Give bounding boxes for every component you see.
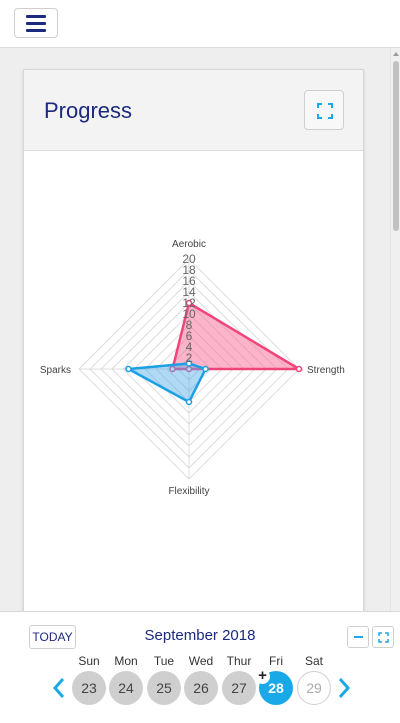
radar-tick-label: 12: [182, 296, 196, 310]
progress-card: Progress 20 18 16 14 12 10 8 6 4 2 Aerobic Strength…: [23, 69, 364, 629]
radar-axis-label: Flexibility: [168, 486, 209, 497]
radar-tick-label: 10: [182, 307, 196, 321]
radar-tick-label: 4: [186, 340, 193, 354]
radar-tick-label: 6: [186, 329, 193, 343]
calendar-day[interactable]: 24: [109, 671, 143, 705]
radar-tick-label: 16: [182, 274, 196, 288]
chevron-left-icon[interactable]: [50, 676, 68, 700]
radar-tick-label: 14: [182, 285, 196, 299]
radar-axis-label: Aerobic: [172, 239, 206, 250]
today-button[interactable]: TODAY: [29, 625, 76, 649]
day-of-week-label: Mon: [114, 654, 138, 668]
radar-data-point: [185, 299, 193, 307]
card-header: Progress: [24, 70, 363, 151]
top-bar: [0, 0, 400, 48]
month-label: September 2018: [144, 627, 256, 644]
calendar-day[interactable]: 29: [297, 671, 331, 705]
day-of-week-label: Sun: [78, 654, 100, 668]
radar-data-point: [125, 365, 132, 373]
fullscreen-calendar-button[interactable]: [372, 626, 394, 648]
vertical-scrollbar[interactable]: [390, 48, 400, 611]
expand-card-button[interactable]: [304, 90, 344, 130]
radar-data-point: [169, 365, 176, 373]
radar-data-point: [185, 360, 193, 367]
calendar-day[interactable]: 27: [222, 671, 256, 705]
scrollbar-thumb[interactable]: [393, 61, 399, 231]
calendar-day[interactable]: 25: [147, 671, 181, 705]
radar-tick-label: 18: [182, 263, 196, 277]
calendar-day[interactable]: 26: [184, 671, 218, 705]
radar-axis-label: Sparks: [40, 365, 71, 376]
minus-icon: [354, 636, 363, 638]
radar-axis-label: Strength: [307, 365, 345, 376]
scroll-up-arrow-icon[interactable]: [393, 52, 399, 56]
radar-tick-label: 20: [182, 252, 196, 266]
radar-tick-label: 2: [186, 351, 193, 365]
collapse-calendar-button[interactable]: [347, 626, 369, 648]
radar-tick-label: 8: [186, 318, 193, 332]
day-of-week-label: Sat: [304, 654, 323, 668]
day-of-week-label: Wed: [188, 654, 214, 668]
hamburger-menu-icon[interactable]: [14, 8, 58, 38]
day-of-week-label: Fri: [269, 654, 283, 668]
radar-data-point: [202, 365, 209, 373]
radar-series-area: [124, 362, 208, 404]
fullscreen-icon: [378, 632, 389, 643]
day-of-week-label: Thur: [226, 654, 252, 668]
fullscreen-icon: [317, 103, 333, 119]
card-title: Progress: [44, 98, 133, 123]
plus-icon[interactable]: +: [255, 668, 270, 684]
day-of-week-label: Tue: [153, 654, 175, 668]
chevron-right-icon[interactable]: [335, 676, 353, 700]
week-calendar: TODAY September 2018 Sun Mon Tue Wed Thu…: [0, 611, 400, 723]
calendar-day[interactable]: 23: [72, 671, 106, 705]
radar-data-point: [295, 365, 303, 373]
radar-data-point: [185, 398, 193, 406]
